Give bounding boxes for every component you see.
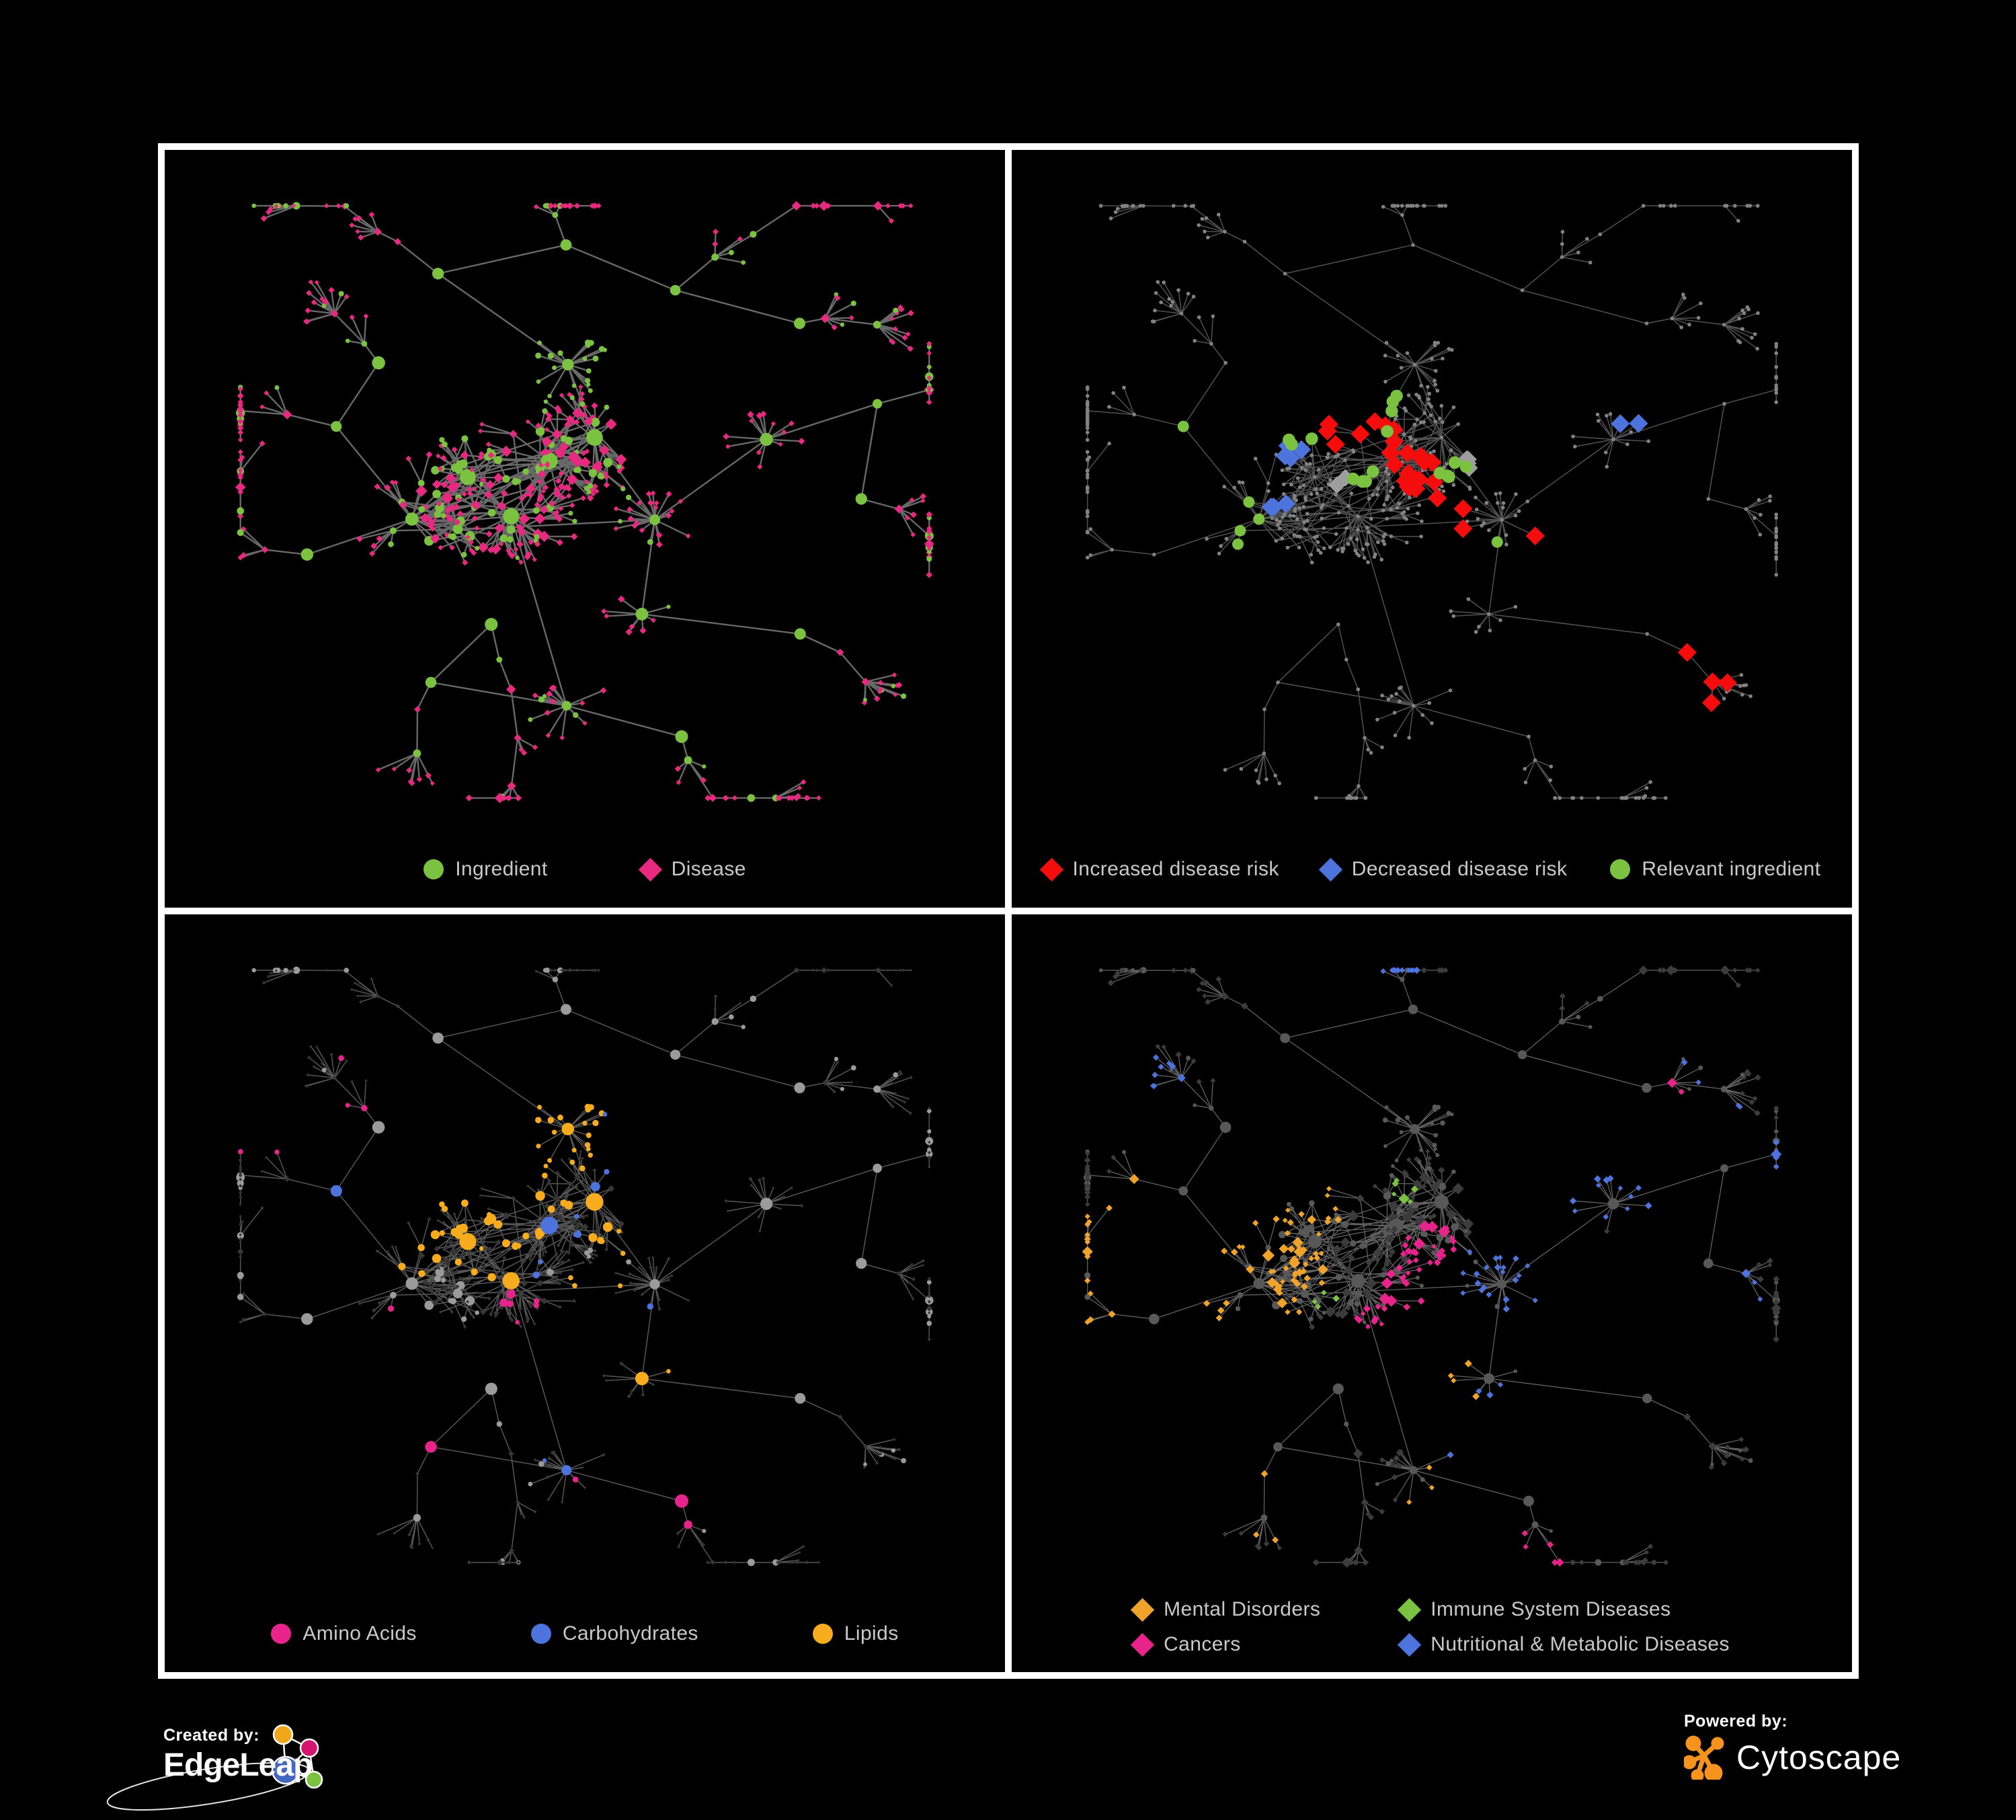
- network-graph-ingredient-disease: [235, 200, 935, 803]
- edgeleap-credit-text: Created by: EdgeLeap: [163, 1726, 313, 1784]
- legend-label: Relevant ingredient: [1642, 858, 1821, 880]
- disease-diamond-icon: [638, 857, 662, 881]
- legend-label: Lipids: [844, 1622, 899, 1645]
- cancers-diamond-icon: [1130, 1632, 1155, 1657]
- legend-item: Ingredient: [424, 858, 547, 881]
- edgeleap-brand: EdgeLeap: [163, 1747, 313, 1783]
- carbohydrates-circle-icon: [530, 1624, 551, 1644]
- panel-grid: Ingredient Disease Increased disease ris…: [158, 143, 1859, 1679]
- legend-disease-risk: Increased disease risk Decreased disease…: [1012, 857, 1852, 881]
- legend-item: Amino Acids: [271, 1622, 416, 1645]
- legend-label: Cancers: [1164, 1633, 1241, 1655]
- legend-item: Lipids: [812, 1622, 899, 1645]
- panel-disease-classes: Mental Disorders Immune System Diseases …: [1012, 914, 1852, 1672]
- legend-label: Immune System Diseases: [1430, 1598, 1671, 1620]
- legend-nutrient-classes: Amino Acids Carbohydrates Lipids: [165, 1622, 1005, 1645]
- legend-item: Cancers: [1130, 1632, 1320, 1657]
- cytoscape-logo-icon: [1684, 1735, 1724, 1780]
- increased-risk-diamond-icon: [1039, 857, 1063, 881]
- powered-by-label: Powered by:: [1684, 1712, 1788, 1731]
- cytoscape-brand: Cytoscape: [1736, 1739, 1902, 1776]
- network-graph-disease-classes: [1082, 965, 1782, 1568]
- mental-disorders-diamond-icon: [1130, 1597, 1155, 1622]
- legend-item: Disease: [638, 857, 746, 881]
- legend-ingredient-disease: Ingredient Disease: [165, 857, 1005, 881]
- legend-label: Mental Disorders: [1164, 1598, 1321, 1620]
- legend-label: Ingredient: [455, 858, 548, 880]
- lipids-circle-icon: [812, 1624, 833, 1644]
- legend-item: Mental Disorders: [1130, 1597, 1321, 1622]
- amino-acids-circle-icon: [271, 1624, 292, 1644]
- created-by-label: Created by:: [163, 1726, 260, 1745]
- network-graph-nutrient-classes: [236, 966, 934, 1567]
- panel-ingredient-disease: Ingredient Disease: [165, 150, 1005, 908]
- legend-item: Carbohydrates: [530, 1622, 698, 1645]
- legend-item: Decreased disease risk: [1318, 857, 1568, 881]
- nutritional-metabolic-diamond-icon: [1398, 1632, 1422, 1657]
- panel-nutrient-classes: Amino Acids Carbohydrates Lipids: [165, 914, 1005, 1672]
- ingredient-circle-icon: [424, 859, 444, 879]
- network-graph-disease-risk: [1085, 204, 1779, 800]
- legend-disease-classes: Mental Disorders Immune System Diseases …: [1012, 1597, 1852, 1657]
- cytoscape-credit: Powered by: Cytoscape: [1684, 1712, 1901, 1780]
- cytoscape-row: Cytoscape: [1684, 1735, 1901, 1780]
- relevant-ingredient-circle-icon: [1610, 859, 1631, 879]
- edgeleap-credit: Created by: EdgeLeap: [101, 1711, 531, 1819]
- decreased-risk-diamond-icon: [1318, 857, 1342, 881]
- legend-label: Nutritional & Metabolic Diseases: [1430, 1633, 1730, 1655]
- legend-label: Increased disease risk: [1072, 858, 1279, 880]
- panel-disease-risk: Increased disease risk Decreased disease…: [1012, 150, 1852, 908]
- legend-label: Amino Acids: [303, 1622, 417, 1645]
- legend-item: Nutritional & Metabolic Diseases: [1398, 1632, 1730, 1657]
- legend-label: Decreased disease risk: [1351, 858, 1568, 880]
- legend-item: Immune System Diseases: [1398, 1597, 1730, 1622]
- immune-diseases-diamond-icon: [1398, 1597, 1422, 1622]
- legend-label: Carbohydrates: [562, 1622, 698, 1645]
- legend-item: Relevant ingredient: [1610, 858, 1820, 881]
- legend-label: Disease: [671, 858, 746, 880]
- legend-item: Increased disease risk: [1039, 857, 1279, 881]
